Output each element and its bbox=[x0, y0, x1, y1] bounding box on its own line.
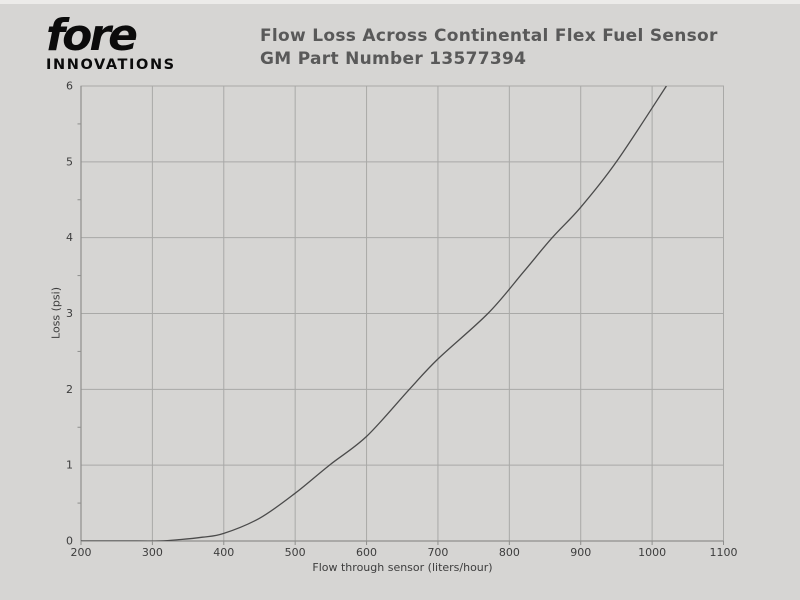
y-tick-label: 4 bbox=[66, 231, 73, 244]
y-tick-label: 6 bbox=[66, 80, 73, 93]
top-edge-highlight bbox=[0, 0, 800, 4]
y-axis-title: Loss (psi) bbox=[49, 287, 63, 339]
y-tick-label: 0 bbox=[66, 535, 73, 548]
fore-innovations-logo: fore INNOVATIONS bbox=[46, 10, 176, 74]
chart-title: Flow Loss Across Continental Flex Fuel S… bbox=[260, 25, 718, 71]
logo-brand-text: fore bbox=[46, 10, 138, 61]
y-tick-label: 2 bbox=[66, 383, 73, 396]
y-tick-label: 1 bbox=[66, 459, 73, 472]
x-tick-label: 300 bbox=[142, 546, 163, 559]
x-tick-label: 1100 bbox=[710, 546, 738, 559]
x-tick-label: 900 bbox=[570, 546, 591, 559]
chart-title-line2: GM Part Number 13577394 bbox=[260, 49, 527, 69]
x-tick-label: 200 bbox=[71, 546, 92, 559]
x-tick-label: 700 bbox=[427, 546, 448, 559]
logo-subtitle-text: INNOVATIONS bbox=[46, 57, 176, 73]
x-tick-label: 1000 bbox=[638, 546, 666, 559]
y-tick-label: 5 bbox=[66, 155, 73, 168]
x-tick-label: 500 bbox=[285, 546, 306, 559]
x-tick-label: 800 bbox=[499, 546, 520, 559]
x-axis-title: Flow through sensor (liters/hour) bbox=[312, 561, 493, 574]
flow-loss-curve bbox=[81, 86, 667, 541]
chart-title-line1: Flow Loss Across Continental Flex Fuel S… bbox=[260, 26, 718, 46]
y-tick-label: 3 bbox=[66, 307, 73, 320]
x-tick-label: 600 bbox=[356, 546, 377, 559]
x-tick-label: 400 bbox=[213, 546, 234, 559]
